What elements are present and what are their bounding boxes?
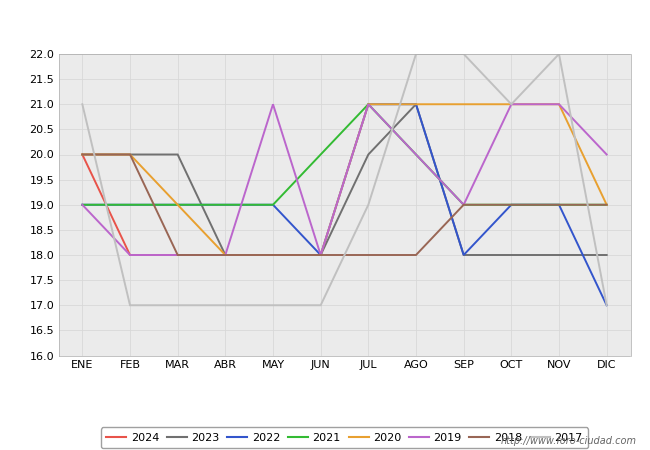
Legend: 2024, 2023, 2022, 2021, 2020, 2019, 2018, 2017: 2024, 2023, 2022, 2021, 2020, 2019, 2018…: [101, 428, 588, 449]
Text: http://www.foro-ciudad.com: http://www.foro-ciudad.com: [501, 436, 637, 446]
Text: Afiliados en Oncala a 31/5/2024: Afiliados en Oncala a 31/5/2024: [192, 11, 458, 29]
